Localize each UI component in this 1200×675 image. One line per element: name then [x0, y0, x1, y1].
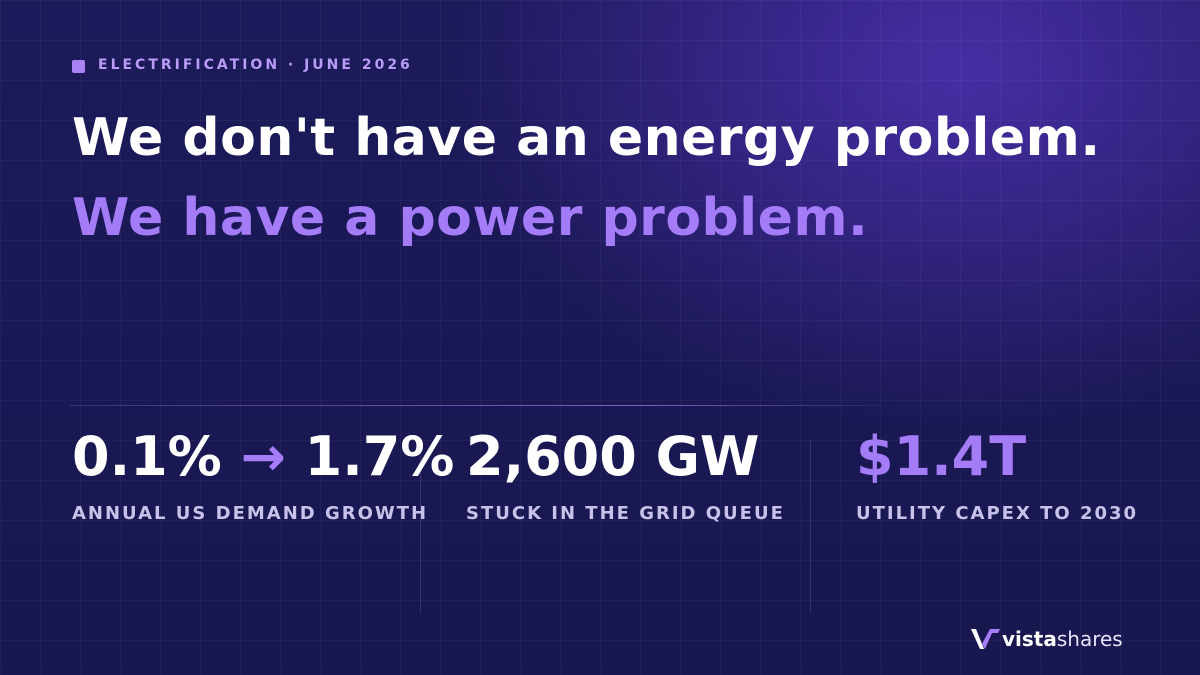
headline-accent: We have a power problem. [72, 188, 869, 248]
stat-label: UTILITY CAPEX TO 2030 [856, 503, 1139, 524]
stat-to: 1.7% [304, 425, 455, 488]
divider [70, 405, 880, 406]
stat-label: STUCK IN THE GRID QUEUE [466, 503, 785, 524]
headline: We don't have an energy problem. [72, 108, 1101, 168]
logo-text: vista [1002, 627, 1057, 651]
separator [420, 440, 421, 612]
stat-arrow: → [240, 425, 286, 488]
logo: vista shares [970, 626, 1123, 652]
stat-value: $1.4T [856, 425, 1027, 488]
stat-value: 2,600 GW [466, 425, 760, 488]
eyebrow-icon [72, 60, 85, 73]
logo-mark [971, 629, 1000, 649]
separator [810, 440, 811, 612]
eyebrow: ELECTRIFICATION · JUNE 2026 [98, 57, 413, 73]
stat-label: ANNUAL US DEMAND GROWTH [72, 503, 429, 524]
stat-value: 0.1% → 1.7% [72, 425, 454, 488]
stat-from: 0.1% [72, 425, 222, 488]
logo-text: shares [1056, 627, 1123, 651]
